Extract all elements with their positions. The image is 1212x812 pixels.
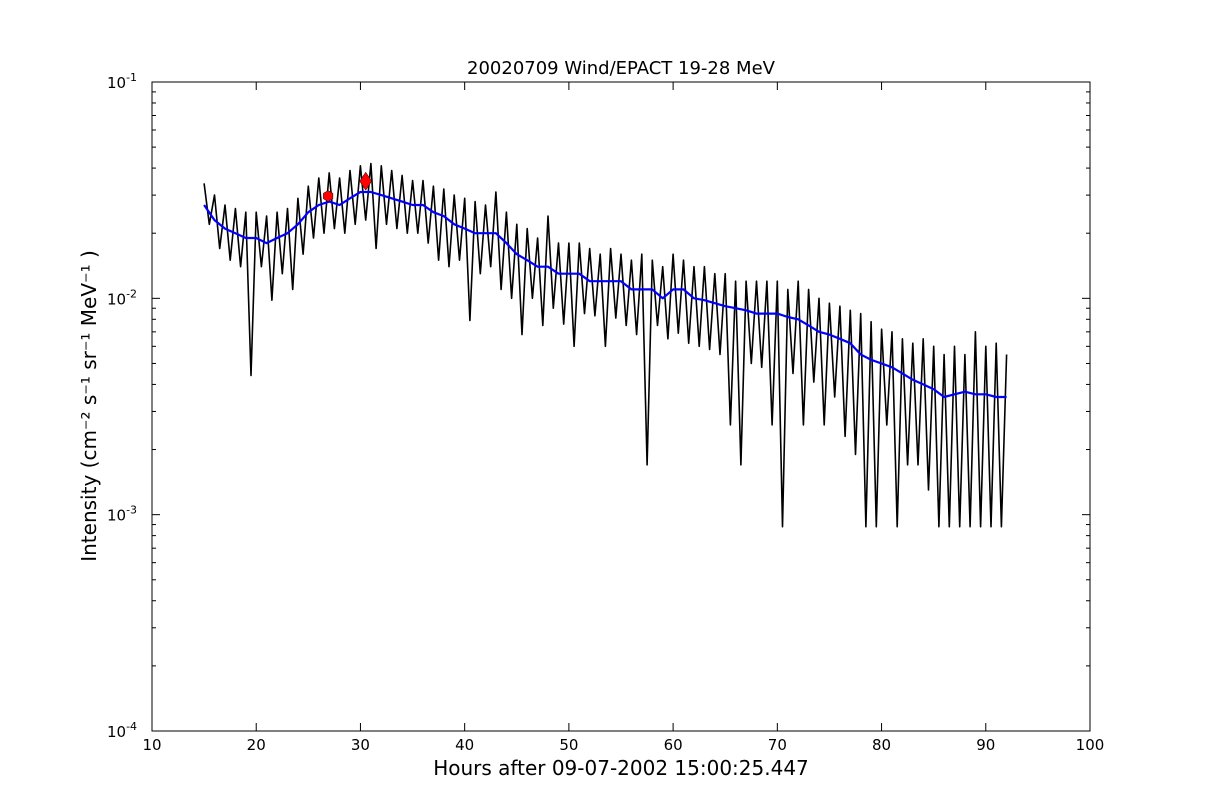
y-tick-label: 10-4 [107, 720, 137, 741]
y-tick-label: 10-1 [107, 71, 137, 92]
x-axis-label: Hours after 09-07-2002 15:00:25.447 [433, 756, 809, 780]
x-tick-label: 10 [142, 736, 161, 754]
series-line-intensity [203, 162, 1008, 528]
marker-1 [323, 190, 334, 202]
x-tick-label: 60 [664, 736, 683, 754]
series-layer [203, 162, 1008, 528]
y-tick-label: 10-3 [107, 504, 137, 525]
tick-layer: 10 20 30 40 50 60 70 80 90 100 10-4 10-3 10-2 10-1 [107, 71, 1104, 754]
marker-layer [323, 171, 373, 202]
marker-2 [359, 171, 373, 191]
axes-frame [151, 81, 1091, 732]
x-tick-label: 70 [768, 736, 787, 754]
x-tick-label: 80 [872, 736, 891, 754]
x-tick-label: 30 [351, 736, 370, 754]
x-tick-label: 40 [455, 736, 474, 754]
x-tick-label: 20 [247, 736, 266, 754]
chart-title: 20020709 Wind/EPACT 19-28 MeV [467, 58, 776, 79]
y-tick-label: 10-2 [107, 287, 137, 308]
plot-area: 10 20 30 40 50 60 70 80 90 100 10-4 10-3 10-2 10-1 [107, 71, 1104, 754]
series-line-smoothed [203, 190, 1007, 399]
x-tick-label: 90 [976, 736, 995, 754]
x-tick-label: 100 [1076, 736, 1105, 754]
y-axis-label: Intensity (cm⁻² s⁻¹ sr⁻¹ MeV⁻¹ ) [77, 250, 101, 562]
x-tick-label: 50 [559, 736, 578, 754]
